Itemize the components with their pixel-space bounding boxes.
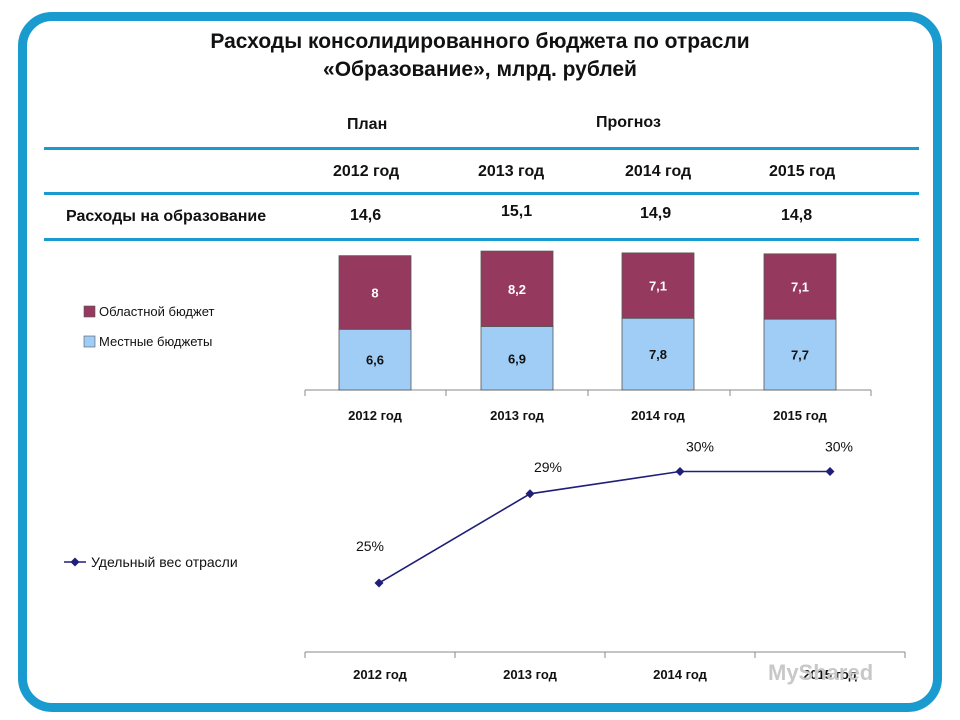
bar-x-tick-label-2: 2013 год [490, 408, 545, 423]
bar-local-3 [621, 317, 695, 391]
forecast-label: Прогноз [596, 114, 661, 131]
line-point-2 [525, 489, 535, 499]
bar-regional-label-3: 7,1 [649, 279, 667, 294]
stacked-bar-chart: 6,6 8 2012 год 6,9 8,2 2013 год 7,8 7,1 2014 год… [83, 250, 872, 423]
bar-x-tick-label-3: 2014 год [631, 408, 686, 423]
bar-local-label-3: 7,8 [649, 347, 667, 362]
line-x-tick-label-3: 2014 год [653, 667, 708, 682]
table-value-2012: 14,6 [350, 207, 382, 224]
chart-title-line2: «Образование», млрд. рублей [323, 58, 637, 81]
table-rule-middle [44, 192, 919, 195]
table-row-label: Расходы на образование [66, 208, 267, 225]
bar-local-label-2: 6,9 [508, 351, 526, 366]
bar-x-tick-label-4: 2015 год [773, 408, 828, 423]
bar-regional-label-1: 8 [371, 285, 378, 300]
line-point-1 [374, 578, 384, 588]
line-x-tick-label-2: 2013 год [503, 667, 558, 682]
table-year-2015: 2015 год [769, 163, 836, 180]
watermark-text: MyShared [768, 660, 874, 685]
line-point-label-2: 29% [534, 459, 562, 475]
line-point-label-1: 25% [356, 538, 384, 554]
line-point-4 [825, 467, 835, 476]
table-value-2013: 15,1 [501, 203, 533, 220]
legend-label-local: Местные бюджеты [99, 334, 212, 349]
bar-local-4 [763, 318, 837, 391]
bar-local-2 [480, 326, 554, 391]
legend-label-regional: Областной бюджет [99, 304, 215, 319]
table-value-2015: 14,8 [781, 207, 813, 224]
table-year-2012: 2012 год [333, 163, 400, 180]
line-x-tick-label-4: 2015 год [803, 667, 858, 682]
bar-x-tick-label-1: 2012 год [348, 408, 403, 423]
legend-line-marker [70, 557, 80, 567]
bar-local-label-4: 7,7 [791, 348, 809, 363]
bar-regional-3 [621, 252, 695, 319]
bar-regional-label-2: 8,2 [508, 282, 526, 297]
bar-regional-4 [763, 253, 837, 320]
table-year-2013: 2013 год [478, 163, 545, 180]
line-point-label-3: 30% [686, 439, 714, 455]
bar-regional-label-4: 7,1 [791, 280, 809, 295]
legend-label-share: Удельный вес отрасли [91, 554, 238, 570]
table-rule-bottom [44, 238, 919, 241]
chart-title-line1: Расходы консолидированного бюджета по от… [210, 30, 750, 53]
legend-swatch-local [83, 335, 96, 348]
bar-local-label-1: 6,6 [366, 353, 384, 368]
bar-regional-2 [480, 250, 554, 327]
line-chart: 25% 2012 год 29% 2013 год 30% 2014 год 30% 2015… [64, 439, 906, 682]
legend-swatch-regional [83, 305, 96, 318]
table-value-2014: 14,9 [640, 205, 672, 222]
table-rule-top [44, 147, 919, 150]
bar-local-1 [338, 328, 412, 391]
bar-regional-1 [338, 255, 412, 330]
line-series-share [378, 470, 830, 584]
plan-label: План [347, 116, 388, 133]
line-point-3 [675, 467, 685, 476]
line-x-tick-label-1: 2012 год [353, 667, 408, 682]
line-point-label-4: 30% [825, 439, 853, 455]
table-year-2014: 2014 год [625, 163, 692, 180]
